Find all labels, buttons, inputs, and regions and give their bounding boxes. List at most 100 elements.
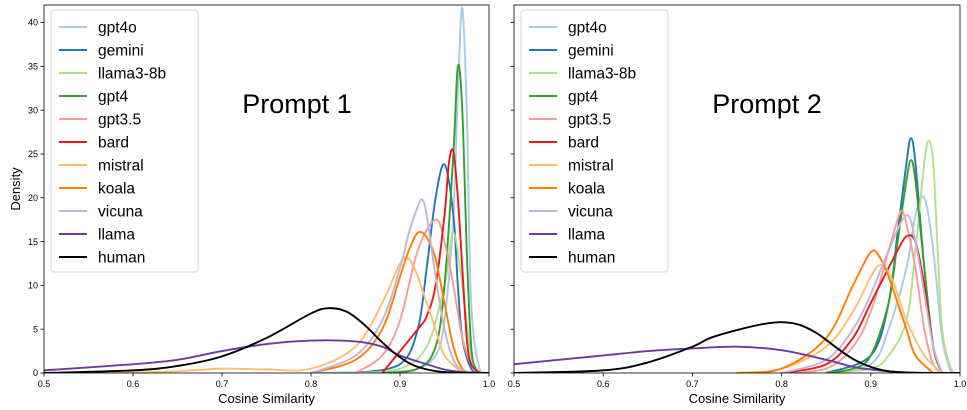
- legend-item-koala: koala: [59, 181, 135, 198]
- legend-item-gemini: gemini: [529, 43, 614, 60]
- legend: gpt4o gemini llama3-8b gpt4 gpt3.5 bard mistra…: [520, 9, 669, 273]
- legend-item-koala: koala: [529, 181, 605, 198]
- series-line-human: [44, 307, 489, 373]
- series-line-llama3-8b: [825, 139, 960, 373]
- prompt-annotation: Prompt 2: [712, 89, 822, 119]
- legend-item-gpt4o: gpt4o: [529, 20, 607, 37]
- series-line-bard: [780, 234, 944, 373]
- legend-item-gpt3.5: gpt3.5: [59, 112, 141, 129]
- legend-label: llama: [98, 227, 135, 244]
- axes-frame: [513, 4, 961, 374]
- series-line-bard: [381, 148, 482, 373]
- legend-item-human: human: [59, 250, 145, 267]
- legend-label: gpt4o: [568, 20, 607, 37]
- series-lines: [44, 6, 489, 373]
- legend-label: mistral: [568, 158, 614, 175]
- series-line-gpt3.5: [354, 218, 482, 373]
- legend-label: llama: [568, 227, 605, 244]
- legend-label: bard: [568, 135, 599, 152]
- y-tick-label: 25: [28, 149, 38, 159]
- series-line-llama: [44, 339, 489, 373]
- legend-label: llama3-8b: [568, 66, 636, 83]
- series-line-vicuna: [310, 198, 473, 373]
- chart-panel-left: 0.5 0.6 0.7 0.8 0.9 1.0 0 5 10 15 20 25 30 35 40 Cosine…: [8, 4, 496, 406]
- x-tick-label: 0.5: [38, 379, 51, 389]
- legend-item-gemini: gemini: [59, 43, 144, 60]
- legend-item-vicuna: vicuna: [529, 204, 613, 221]
- legend-item-gpt4o: gpt4o: [59, 20, 137, 37]
- x-axis-label: Cosine Similarity: [689, 391, 786, 406]
- x-tick-label: 0.6: [127, 379, 140, 389]
- y-tick-label: 0: [33, 368, 38, 378]
- series-lines: [514, 137, 960, 373]
- legend-label: gemini: [568, 43, 614, 60]
- legend-item-gpt4: gpt4: [59, 89, 129, 106]
- x-tick-label: 1.0: [954, 379, 967, 389]
- legend-label: vicuna: [98, 204, 143, 221]
- series-line-llama3-8b: [354, 231, 482, 373]
- axes-frame: [43, 4, 490, 374]
- y-tick-label: 20: [28, 193, 38, 203]
- legend-label: mistral: [98, 158, 144, 175]
- legend-label: gpt4: [98, 89, 129, 106]
- series-line-gpt4o: [825, 195, 953, 373]
- legend-label: human: [568, 250, 615, 267]
- series-line-gpt3.5: [780, 209, 944, 373]
- legend-label: human: [98, 250, 145, 267]
- y-tick-label: 10: [28, 281, 38, 291]
- x-tick-label: 0.6: [597, 379, 610, 389]
- y-tick-label: 40: [28, 18, 38, 28]
- x-tick-label: 0.7: [216, 379, 229, 389]
- legend-item-bard: bard: [529, 135, 599, 152]
- y-tick-label: 15: [28, 237, 38, 247]
- series-line-human: [514, 321, 960, 373]
- series-line-mistral: [44, 256, 464, 373]
- series-line-gpt4: [825, 159, 944, 373]
- legend-label: bard: [98, 135, 129, 152]
- legend-item-gpt3.5: gpt3.5: [529, 112, 611, 129]
- legend-label: gpt4: [568, 89, 599, 106]
- series-line-gpt4: [381, 63, 482, 373]
- legend-label: koala: [568, 181, 605, 198]
- legend-item-llama: llama: [59, 227, 135, 244]
- legend-item-mistral: mistral: [529, 158, 614, 175]
- legend-label: llama3-8b: [98, 66, 166, 83]
- x-tick-label: 0.7: [686, 379, 699, 389]
- legend-label: gemini: [98, 43, 144, 60]
- y-tick-label: 35: [28, 62, 38, 72]
- x-tick-label: 0.9: [394, 379, 407, 389]
- series-line-koala: [310, 231, 473, 373]
- legend-label: gpt3.5: [568, 112, 611, 129]
- x-tick-label: 0.5: [508, 379, 521, 389]
- y-tick-label: 30: [28, 105, 38, 115]
- x-tick-label: 0.8: [305, 379, 318, 389]
- chart-panel-right: 0.5 0.6 0.7 0.8 0.9 1.0 Cosine Similarity Promp…: [508, 4, 967, 406]
- series-line-gemini: [825, 137, 944, 373]
- series-line-mistral: [736, 264, 944, 373]
- x-tick-label: 1.0: [483, 379, 496, 389]
- y-tick-label: 5: [33, 324, 38, 334]
- y-axis-label: Density: [8, 167, 23, 211]
- legend: gpt4o gemini llama3-8b gpt4 gpt3.5 bard mistra…: [50, 9, 199, 273]
- series-line-vicuna: [780, 214, 944, 373]
- series-line-koala: [736, 249, 935, 373]
- legend-box: [50, 9, 199, 273]
- legend-label: koala: [98, 181, 135, 198]
- legend-item-mistral: mistral: [59, 158, 144, 175]
- x-tick-label: 0.8: [775, 379, 788, 389]
- legend-item-gpt4: gpt4: [529, 89, 599, 106]
- legend-item-llama3-8b: llama3-8b: [59, 66, 166, 83]
- x-tick-label: 0.9: [865, 379, 878, 389]
- x-axis-label: Cosine Similarity: [218, 391, 315, 406]
- legend-box: [520, 9, 669, 273]
- legend-item-bard: bard: [59, 135, 129, 152]
- legend-item-human: human: [529, 250, 615, 267]
- legend-item-vicuna: vicuna: [59, 204, 143, 221]
- legend-item-llama: llama: [529, 227, 605, 244]
- legend-label: gpt4o: [98, 20, 137, 37]
- legend-label: gpt3.5: [98, 112, 141, 129]
- legend-label: vicuna: [568, 204, 613, 221]
- prompt-annotation: Prompt 1: [242, 89, 352, 119]
- legend-item-llama3-8b: llama3-8b: [529, 66, 636, 83]
